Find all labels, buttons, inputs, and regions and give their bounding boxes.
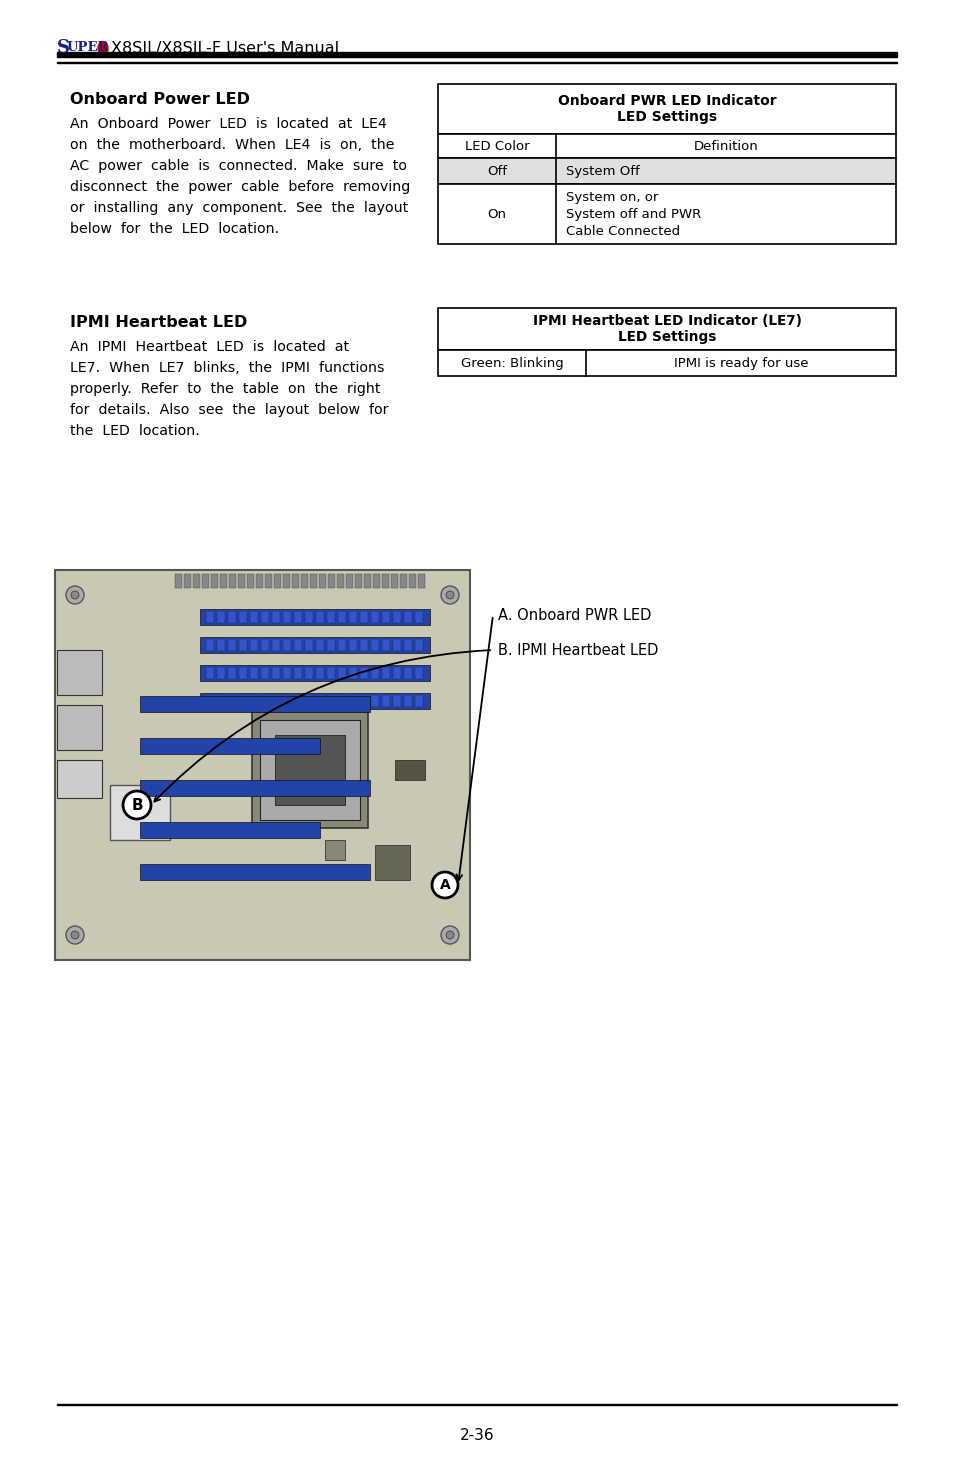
Bar [193, 574, 200, 588]
Bar [55, 570, 470, 959]
Ellipse shape [123, 792, 151, 819]
Bar [216, 666, 225, 679]
Bar [391, 574, 397, 588]
Bar [315, 695, 324, 707]
Bar [250, 639, 257, 652]
Ellipse shape [71, 932, 79, 939]
Text: An  IPMI  Heartbeat  LED  is  located  at: An IPMI Heartbeat LED is located at [70, 340, 349, 354]
Bar [337, 611, 346, 623]
Bar [415, 611, 422, 623]
Bar [310, 574, 316, 588]
Text: LED Color: LED Color [464, 140, 529, 153]
Text: An  Onboard  Power  LED  is  located  at  LE4: An Onboard Power LED is located at LE4 [70, 117, 387, 131]
Bar [140, 780, 370, 796]
Text: B. IPMI Heartbeat LED: B. IPMI Heartbeat LED [497, 643, 658, 658]
Bar [399, 574, 407, 588]
Ellipse shape [66, 586, 84, 604]
Bar [349, 666, 356, 679]
Text: System Off: System Off [565, 165, 639, 178]
Ellipse shape [446, 590, 454, 599]
Bar [294, 695, 302, 707]
Bar [337, 639, 346, 652]
Bar [228, 666, 235, 679]
Bar [220, 574, 227, 588]
Bar [184, 574, 191, 588]
Bar [301, 574, 308, 588]
Bar [174, 574, 182, 588]
Bar [274, 735, 345, 805]
Ellipse shape [71, 590, 79, 599]
Bar [403, 666, 412, 679]
Text: System on, or
System off and PWR
Cable Connected: System on, or System off and PWR Cable C… [565, 191, 700, 238]
Bar [292, 574, 298, 588]
Bar [272, 666, 280, 679]
Bar [239, 695, 247, 707]
Bar [327, 695, 335, 707]
Text: Onboard PWR LED Indicator
LED Settings: Onboard PWR LED Indicator LED Settings [558, 93, 776, 124]
Bar [359, 639, 368, 652]
Bar [364, 574, 371, 588]
Bar [140, 865, 370, 881]
Bar [403, 611, 412, 623]
Bar [393, 695, 400, 707]
Bar [250, 695, 257, 707]
Text: or  installing  any  component.  See  the  layout: or installing any component. See the lay… [70, 201, 408, 214]
Bar [327, 639, 335, 652]
Bar [359, 695, 368, 707]
Bar [315, 639, 324, 652]
Bar [265, 574, 272, 588]
Text: B: B [132, 798, 143, 812]
Bar [250, 666, 257, 679]
Text: IPMI Heartbeat LED: IPMI Heartbeat LED [70, 315, 247, 330]
Bar [57, 52, 896, 57]
Bar [272, 611, 280, 623]
Bar [359, 666, 368, 679]
Bar [252, 712, 368, 828]
Bar [327, 611, 335, 623]
Bar [381, 666, 390, 679]
Bar [274, 574, 281, 588]
Bar [261, 695, 269, 707]
Bar [200, 637, 430, 653]
Ellipse shape [440, 926, 458, 943]
Bar [57, 650, 102, 695]
Bar [349, 611, 356, 623]
Bar [327, 666, 335, 679]
Bar [305, 639, 313, 652]
Bar [381, 695, 390, 707]
Ellipse shape [432, 872, 457, 898]
Bar [359, 611, 368, 623]
Bar [255, 574, 263, 588]
Bar [216, 611, 225, 623]
Text: A. Onboard PWR LED: A. Onboard PWR LED [497, 608, 651, 623]
Bar [211, 574, 218, 588]
Text: Off: Off [486, 165, 506, 178]
Bar [200, 609, 430, 625]
Ellipse shape [98, 41, 108, 54]
Bar [395, 760, 424, 780]
Text: properly.  Refer  to  the  table  on  the  right: properly. Refer to the table on the righ… [70, 382, 380, 397]
Bar [349, 639, 356, 652]
Bar [305, 695, 313, 707]
Bar [283, 611, 291, 623]
Text: IPMI is ready for use: IPMI is ready for use [673, 357, 807, 369]
Text: Definition: Definition [693, 140, 758, 153]
Bar [140, 822, 319, 838]
Bar [294, 666, 302, 679]
Text: IPMI Heartbeat LED Indicator (LE7)
LED Settings: IPMI Heartbeat LED Indicator (LE7) LED S… [532, 313, 801, 344]
Bar [393, 639, 400, 652]
Bar [283, 695, 291, 707]
Bar [228, 695, 235, 707]
Text: 2-36: 2-36 [459, 1427, 494, 1442]
Bar [415, 695, 422, 707]
Bar [237, 574, 245, 588]
Bar [437, 157, 895, 184]
Bar [110, 784, 170, 840]
Bar [283, 639, 291, 652]
Bar [206, 666, 213, 679]
Bar [337, 666, 346, 679]
Bar [57, 706, 102, 749]
Text: UPER: UPER [67, 41, 110, 54]
Bar [250, 611, 257, 623]
Bar [216, 695, 225, 707]
